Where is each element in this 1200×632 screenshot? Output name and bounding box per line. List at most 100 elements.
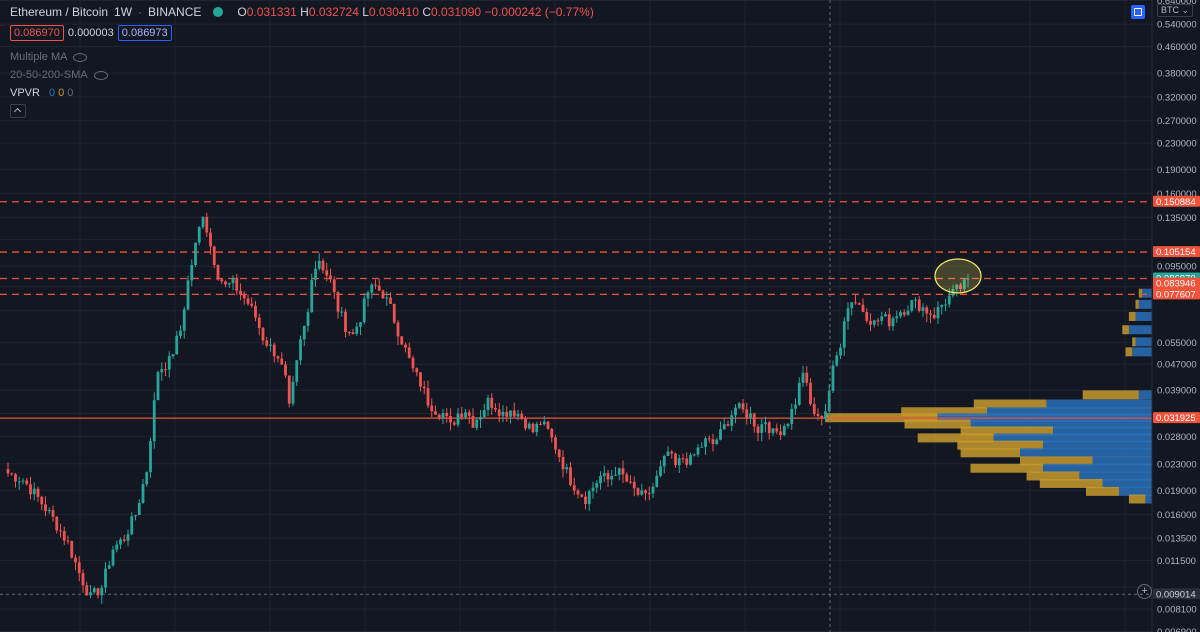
vpvr-up-bar [1079,471,1152,481]
candle-body [374,284,377,286]
candle-body [426,388,430,406]
candle-body [617,468,621,475]
candle-body [670,451,674,454]
candle-body [587,491,591,504]
candle-body [171,354,175,357]
candle-body [872,320,876,325]
symbol-legend: Ethereum / Bitcoin 1W · BINANCE O0.03133… [10,5,594,19]
candle-body [584,496,587,504]
candle-body [145,472,149,485]
candle-body [190,264,194,281]
vpvr-down-bar [1026,471,1080,481]
candle-body [175,335,179,355]
candle-body [662,455,666,467]
candle-body [711,439,715,445]
candle-body [479,416,482,420]
candle-body [801,372,805,383]
candle-body [602,473,606,476]
vpvr-down-bar [1086,486,1119,496]
vpvr-up-bar [1043,463,1152,473]
candle-body [696,447,700,455]
price-tick-label: 0.380000 [1157,69,1197,80]
indicator-sma[interactable]: 20-50-200-SMA [10,69,108,81]
candle-body [565,467,569,470]
candle-body [17,481,21,483]
candle-body [527,423,531,429]
price-axis[interactable]: 0.640000 0.540000 0.460000 0.380000 0.320000… [1151,0,1200,632]
candle-body [130,516,134,535]
candle-body [625,474,629,482]
fullscreen-icon[interactable] [1131,5,1145,19]
vpvr-up-bar [1138,299,1152,309]
vpvr-up-bar [1119,486,1152,496]
vpvr-down-bar [1135,299,1139,309]
price-tick-label: 0.013500 [1157,534,1197,545]
currency-selector[interactable]: BTC ⌄ [1157,4,1194,17]
vpvr-up-bar [1142,288,1152,298]
candle-body [340,311,344,313]
price-label-badge[interactable] [1153,288,1200,300]
vpvr-up-bar [1135,337,1152,347]
candle-body [614,474,617,476]
symbol-name[interactable]: Ethereum / Bitcoin [10,5,109,19]
vpvr-up-bar [1020,448,1152,458]
price-label-badge[interactable] [1153,246,1200,258]
candle-body [10,473,14,475]
candle-body [516,413,520,417]
spread-value: 0.000003 [67,27,114,39]
candle-body [899,312,902,317]
price-label-badge[interactable] [1153,277,1200,289]
interval-label[interactable]: 1W [114,5,133,19]
candle-body [831,365,835,391]
candle-body [400,336,404,345]
candle-body [835,355,839,366]
candle-body [936,306,940,319]
vpvr-down-bar [1128,311,1136,321]
candle-body [152,400,156,442]
candle-body [482,410,486,417]
candle-body [242,294,246,299]
price-label-badge[interactable] [1153,588,1200,600]
indicator-multiple-ma[interactable]: Multiple MA [10,51,88,63]
candle-body [246,298,250,304]
candle-body [846,308,850,322]
candle-body [205,216,209,233]
candle-body [794,404,797,409]
price-levels[interactable] [0,201,1152,595]
price-label-badge[interactable] [1153,412,1200,424]
candle-body [197,227,201,243]
candle-body [411,357,415,369]
candle-body [389,297,392,304]
candle-body [325,270,329,276]
bid-box[interactable]: 0.086970 [10,25,64,41]
candle-body [194,242,197,265]
candle-body [55,516,59,531]
price-label-badge[interactable] [1153,195,1200,207]
candle-body [857,303,861,305]
candle-body [569,467,572,486]
candle-body [707,438,711,440]
close-value: 0.031090 [430,5,482,19]
add-plus-icon[interactable]: + [1137,584,1152,599]
candle-body [141,484,145,503]
collapse-legend-button[interactable] [10,104,26,118]
candle-body [231,277,235,284]
open-value: 0.031331 [246,5,297,19]
hidden-eye-icon[interactable] [93,70,108,80]
candle-body [276,356,280,359]
candle-body [269,344,272,346]
candle-body [779,431,782,436]
candle-body [764,422,767,425]
candle-body [134,515,137,517]
candle-body [809,382,812,405]
ask-box[interactable]: 0.086973 [117,25,172,41]
vpvr-up-bar [970,419,1152,429]
vpvr-up-bar [1138,390,1152,400]
candle-body [437,414,441,418]
candle-body [659,466,662,476]
candle-body [179,330,182,336]
hidden-eye-icon[interactable] [73,52,88,62]
